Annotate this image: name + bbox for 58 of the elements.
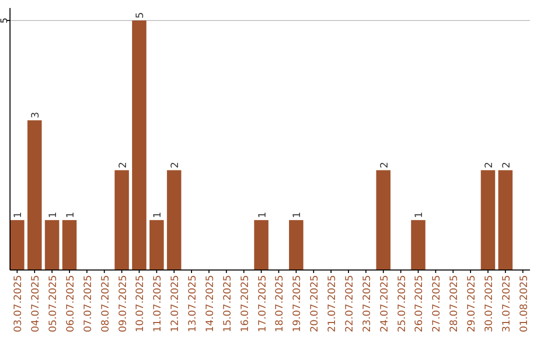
x-tick-label: 13.07.2025 bbox=[188, 275, 199, 332]
x-tick-label: 08.07.2025 bbox=[100, 275, 112, 332]
x-tick-label: 09.07.2025 bbox=[118, 275, 129, 332]
bar bbox=[411, 220, 426, 270]
x-tick-label: 20.07.2025 bbox=[310, 275, 321, 332]
x-tick-label: 01.08.2025 bbox=[518, 275, 530, 332]
bar bbox=[289, 220, 304, 270]
x-tick-label: 24.07.2025 bbox=[379, 275, 390, 332]
data-label: 2 bbox=[484, 162, 495, 168]
x-tick-label: 19.07.2025 bbox=[292, 275, 304, 332]
data-label: 1 bbox=[414, 212, 426, 218]
bar bbox=[44, 220, 60, 270]
data-label: 2 bbox=[501, 162, 512, 168]
data-label: 2 bbox=[170, 162, 182, 168]
bar bbox=[166, 170, 182, 270]
x-tick-label: 03.07.2025 bbox=[13, 275, 24, 332]
x-tick-label: 23.07.2025 bbox=[362, 275, 373, 332]
x-tick-label: 14.07.2025 bbox=[204, 275, 216, 332]
x-tick-label: 11.07.2025 bbox=[152, 275, 164, 332]
bar bbox=[498, 170, 513, 270]
x-tick-label: 18.07.2025 bbox=[274, 275, 286, 332]
data-label: 5 bbox=[135, 12, 146, 18]
x-tick-label: 12.07.2025 bbox=[170, 275, 182, 332]
x-tick-label: 17.07.2025 bbox=[257, 275, 268, 332]
bar bbox=[132, 20, 146, 270]
x-tick-label: 22.07.2025 bbox=[344, 275, 356, 332]
x-tick-label: 05.07.2025 bbox=[48, 275, 60, 332]
x-tick-label: 10.07.2025 bbox=[135, 275, 146, 332]
bar bbox=[27, 120, 42, 270]
bar bbox=[62, 220, 77, 270]
data-label: 2 bbox=[379, 162, 390, 168]
x-tick-label: 31.07.2025 bbox=[501, 275, 512, 332]
x-tick-label: 21.07.2025 bbox=[327, 275, 338, 332]
bar bbox=[376, 170, 390, 270]
data-label: 1 bbox=[65, 212, 76, 218]
x-tick-label: 15.07.2025 bbox=[222, 275, 234, 332]
data-label: 1 bbox=[152, 212, 164, 218]
x-tick-label: 29.07.2025 bbox=[466, 275, 478, 332]
bar bbox=[480, 170, 496, 270]
x-tick-label: 07.07.2025 bbox=[82, 275, 94, 332]
data-label: 1 bbox=[257, 212, 268, 218]
x-tick-label: 27.07.2025 bbox=[432, 275, 443, 332]
x-tick-label: 06.07.2025 bbox=[65, 275, 76, 332]
bar bbox=[150, 220, 164, 270]
data-label: 1 bbox=[292, 212, 304, 218]
bar bbox=[114, 170, 129, 270]
data-label: 3 bbox=[30, 112, 42, 118]
x-tick-label: 26.07.2025 bbox=[414, 275, 426, 332]
x-tick-label: 25.07.2025 bbox=[396, 275, 408, 332]
x-tick-label: 16.07.2025 bbox=[240, 275, 251, 332]
x-tick-label: 28.07.2025 bbox=[449, 275, 460, 332]
x-tick-label: 04.07.2025 bbox=[30, 275, 42, 332]
data-label: 1 bbox=[13, 212, 24, 218]
data-label: 1 bbox=[48, 212, 60, 218]
bar bbox=[10, 220, 24, 270]
x-tick-label: 30.07.2025 bbox=[484, 275, 495, 332]
data-label: 2 bbox=[118, 162, 129, 168]
bar bbox=[254, 220, 268, 270]
